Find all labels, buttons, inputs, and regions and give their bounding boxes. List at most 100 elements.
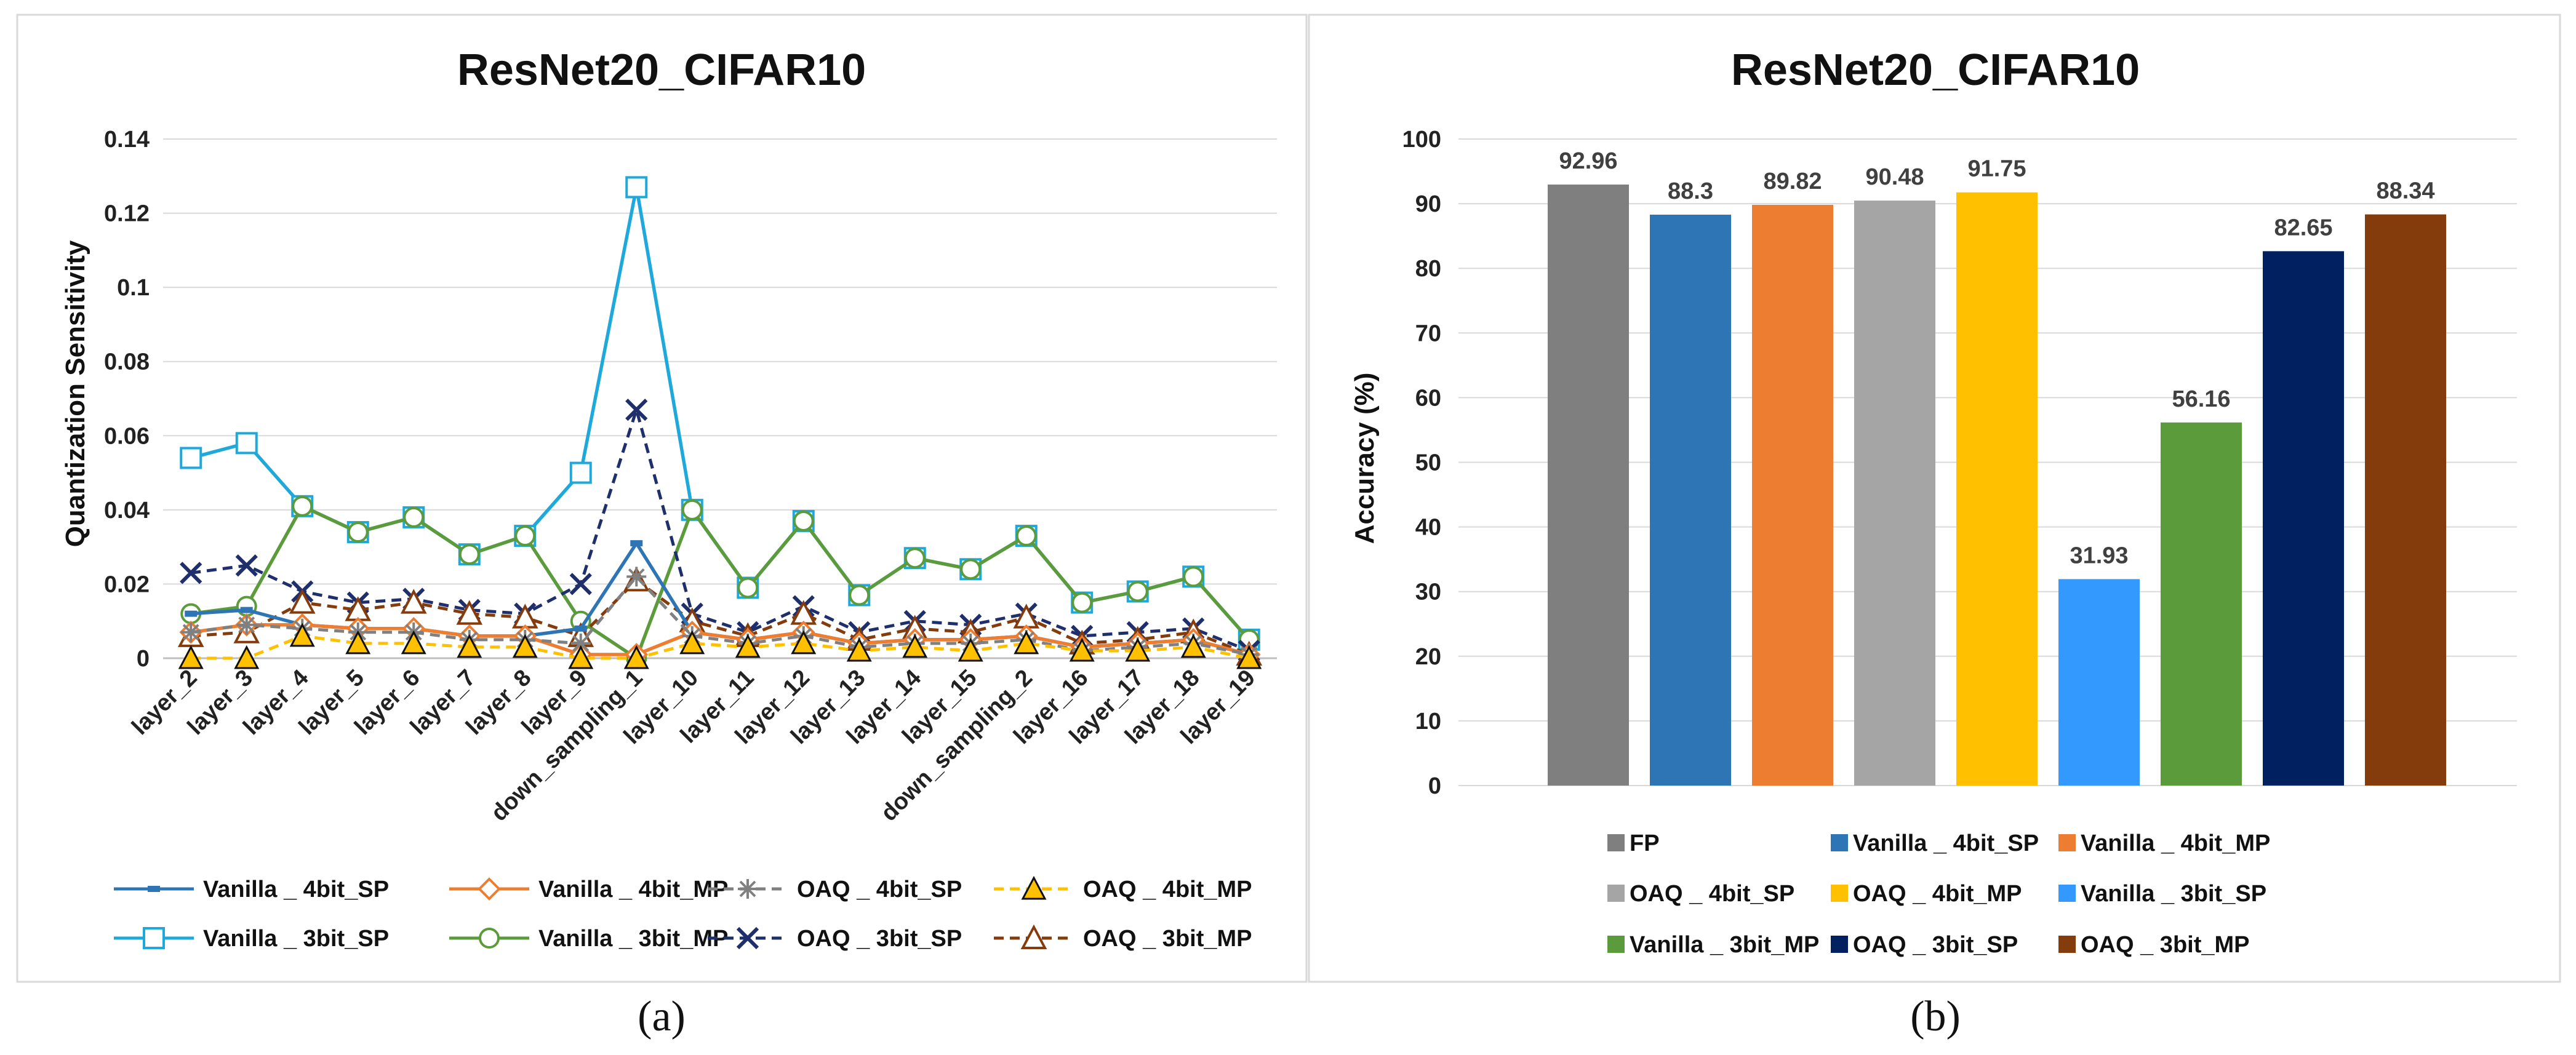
legend-item: OAQ _ 4bit_MP <box>1831 881 2022 907</box>
data-point <box>1125 637 1151 662</box>
data-point <box>569 461 592 484</box>
panel-b-border <box>1308 14 2561 983</box>
data-point <box>458 544 480 565</box>
legend-label: Vanilla _ 3bit_MP <box>538 926 728 952</box>
data-point <box>235 554 258 577</box>
legend-label: Vanilla _ 3bit_MP <box>1630 932 1819 958</box>
legend-label: Vanilla _ 3bit_SP <box>2081 881 2266 907</box>
data-point <box>180 562 202 584</box>
data-point <box>737 577 759 599</box>
series-oaq-4bit-mp <box>178 623 1262 669</box>
chart-a-caption: (a) <box>638 993 686 1040</box>
data-point <box>630 540 643 547</box>
legend-item: Vanilla _ 3bit_MP <box>449 926 728 952</box>
legend-item: FP <box>1607 830 1660 856</box>
legend-marker <box>479 928 500 949</box>
chart-b-ylabel: Accuracy (%) <box>1350 373 1380 544</box>
bar-fp <box>1548 184 1629 786</box>
legend-swatch <box>2058 834 2076 851</box>
data-point <box>849 584 870 606</box>
legend-item: OAQ _ 3bit_MP <box>994 924 1252 952</box>
bar-oaq-3bit-mp <box>2365 214 2446 786</box>
legend-label: OAQ _ 3bit_MP <box>2081 932 2250 958</box>
data-point <box>846 637 872 662</box>
legend-item: OAQ _ 4bit_MP <box>994 875 1252 902</box>
data-point <box>735 634 761 658</box>
data-point <box>1014 630 1039 655</box>
legend-marker <box>143 927 165 949</box>
bar-chart: 0 10 20 30 40 50 60 70 80 90 100 92.96 88.3 89.82 90.4… <box>1402 127 2517 958</box>
y-tick-label: 10 <box>1415 709 1441 735</box>
y-tick-label: 30 <box>1415 579 1441 605</box>
legend-label: Vanilla _ 4bit_SP <box>203 877 389 902</box>
legend-item: Vanilla _ 3bit_MP <box>1607 932 1819 958</box>
legend-label: OAQ _ 3bit_SP <box>797 926 962 952</box>
chart-b-title: ResNet20_CIFAR10 <box>1731 46 2140 95</box>
chart-a-title: ResNet20_CIFAR10 <box>457 46 866 95</box>
data-point <box>347 522 369 543</box>
y-tick-label: 0 <box>137 646 150 672</box>
data-point <box>570 633 591 653</box>
chart-b-caption: (b) <box>1910 993 1961 1040</box>
y-tick-label: 0.12 <box>104 201 150 227</box>
legend-label: Vanilla _ 3bit_SP <box>203 926 389 952</box>
data-point <box>234 645 260 669</box>
data-point <box>902 634 928 658</box>
data-point <box>400 589 427 614</box>
data-label: 56.16 <box>2172 386 2230 412</box>
legend-item: OAQ _ 3bit_MP <box>2058 932 2250 958</box>
data-point <box>679 630 705 655</box>
legend-item: Vanilla _ 3bit_SP <box>114 926 389 952</box>
line-chart: 00.020.040.060.080.10.120.14layer_2layer… <box>104 127 1277 952</box>
data-point <box>568 645 594 669</box>
series-line <box>190 185 1250 641</box>
legend-swatch <box>1831 834 1848 851</box>
legend-marker <box>1020 924 1047 949</box>
data-point <box>904 547 926 569</box>
legend-label: Vanilla _ 4bit_MP <box>2081 830 2270 856</box>
series-oaq-3bit-sp <box>180 398 1260 663</box>
data-label: 31.93 <box>2070 543 2128 568</box>
legend-marker <box>736 926 759 950</box>
y-tick-label: 0 <box>1428 773 1441 799</box>
series-line <box>191 634 1250 660</box>
data-point <box>512 634 538 658</box>
panel-a-border <box>16 14 1308 983</box>
legend-swatch <box>1831 885 1848 902</box>
legend-item: Vanilla _ 4bit_MP <box>2058 830 2270 856</box>
data-point <box>240 607 253 613</box>
data-point <box>178 645 204 669</box>
series-vanilla-3bit-sp <box>180 176 1260 651</box>
data-point <box>625 398 648 421</box>
data-point <box>1069 637 1095 662</box>
data-point <box>623 645 649 669</box>
data-point <box>1015 525 1037 547</box>
y-tick-label: 60 <box>1415 385 1441 411</box>
data-point <box>1071 592 1093 613</box>
data-point <box>1183 566 1204 587</box>
legend-item: Vanilla _ 4bit_SP <box>1831 830 2039 856</box>
legend-label: OAQ _ 3bit_SP <box>1853 932 2018 958</box>
legend-swatch <box>1607 834 1625 851</box>
data-point <box>235 432 258 455</box>
y-tick-label: 20 <box>1415 644 1441 670</box>
legend-swatch <box>2058 885 2076 902</box>
legend-marker <box>738 879 758 899</box>
legend-item: Vanilla _ 3bit_SP <box>2058 881 2266 907</box>
legend-item: Vanilla _ 4bit_SP <box>114 877 389 902</box>
data-point <box>793 510 814 531</box>
data-point <box>574 625 587 632</box>
bar-vanilla-4bit-mp <box>1752 204 1833 786</box>
legend-swatch <box>2058 936 2076 953</box>
data-point <box>403 506 425 528</box>
data-label: 91.75 <box>1967 156 2026 182</box>
y-tick-label: 0.14 <box>104 127 150 153</box>
legend-marker <box>478 877 501 901</box>
bar-vanilla-4bit-sp <box>1650 214 1731 786</box>
data-point <box>681 499 703 520</box>
bar-oaq-4bit-mp <box>1956 192 2038 786</box>
legend-swatch <box>1607 936 1625 953</box>
chart-a-ylabel: Quantization Sensitivity <box>60 240 90 547</box>
y-tick-label: 70 <box>1415 320 1441 346</box>
